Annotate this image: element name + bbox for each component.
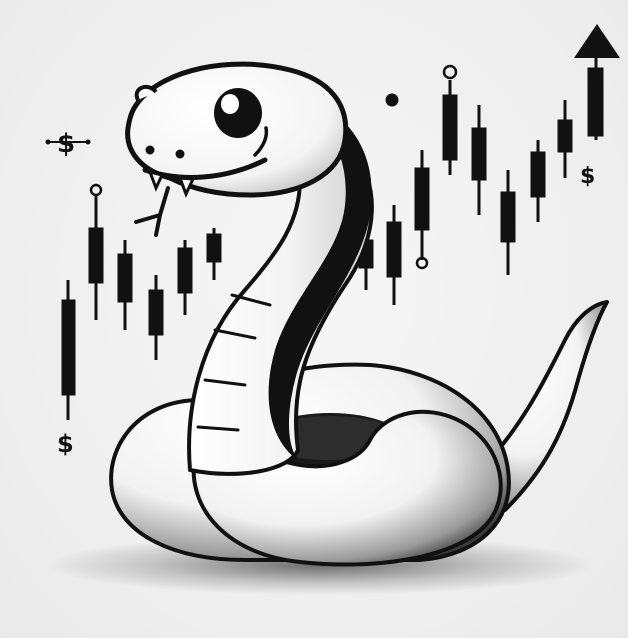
- dollar-sign-icon: $ $ $: [45, 129, 595, 458]
- candlestick-chart-icon: [61, 55, 604, 420]
- dollar-symbol: $: [57, 430, 74, 458]
- snake-nostril: [175, 149, 185, 159]
- snake-eye: [214, 88, 262, 138]
- up-arrow-icon: [574, 24, 620, 58]
- snake-fang: [147, 169, 165, 192]
- dollar-symbol: $: [57, 129, 75, 159]
- snake-front-coil: [191, 409, 503, 567]
- belly-scales: [196, 293, 272, 432]
- snake-tongue: [134, 186, 170, 237]
- dollar-symbol: $: [580, 164, 595, 189]
- snake-fang: [177, 176, 196, 198]
- neck-shadow: [268, 95, 372, 462]
- snake-tail: [478, 300, 609, 512]
- snake-nostril: [145, 145, 155, 155]
